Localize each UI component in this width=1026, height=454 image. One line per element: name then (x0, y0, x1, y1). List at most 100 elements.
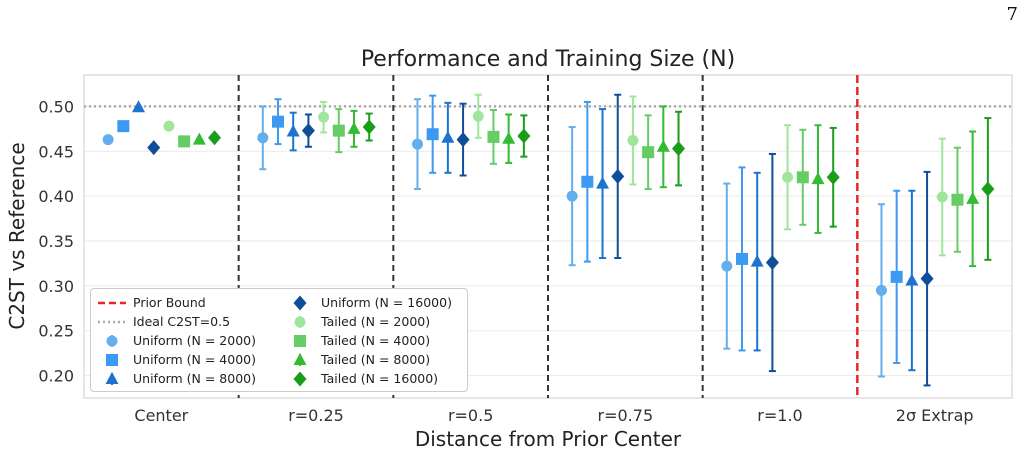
data-point (642, 146, 655, 159)
y-tick-label: 0.25 (38, 322, 74, 341)
x-tick-label: r=1.0 (757, 406, 802, 425)
legend-item-series: Uniform (N = 8000) (97, 369, 285, 388)
data-point (611, 168, 625, 184)
data-point (411, 138, 423, 150)
data-layer (102, 93, 995, 387)
data-point (441, 130, 455, 143)
data-point (301, 123, 315, 139)
legend-marker-shape (293, 371, 307, 386)
legend-item-series: Uniform (N = 2000) (97, 331, 285, 350)
legend-marker-shape (105, 371, 119, 384)
y-tick-label: 0.35 (38, 232, 74, 251)
data-point (905, 273, 919, 286)
legend-item-series: Tailed (N = 4000) (285, 331, 465, 350)
data-point (672, 141, 686, 157)
data-point (566, 190, 578, 202)
data-point (826, 169, 840, 185)
data-point (796, 171, 809, 184)
legend-label: Uniform (N = 16000) (321, 295, 452, 310)
data-point (487, 130, 500, 143)
data-point (147, 140, 161, 156)
legend-label: Ideal C2ST=0.5 (133, 314, 231, 329)
data-point (581, 175, 594, 188)
data-point (208, 130, 222, 146)
data-point (765, 255, 779, 271)
data-point (272, 115, 284, 128)
data-point (426, 128, 439, 141)
data-point (456, 132, 470, 148)
data-point (951, 193, 964, 206)
data-point (163, 120, 175, 132)
data-point (347, 121, 361, 134)
legend-label: Tailed (N = 2000) (321, 314, 431, 329)
legend-swatch-dotted-gray (98, 320, 126, 323)
legend-marker-shape (293, 352, 307, 365)
legend: Prior Bound Ideal C2ST=0.5 Uniform (N = … (90, 288, 468, 392)
page-number: 7 (1006, 4, 1018, 25)
x-tick-label: r=0.75 (598, 406, 654, 425)
x-tick-label: Center (134, 406, 188, 425)
legend-marker-shape (294, 334, 306, 347)
data-point (920, 271, 934, 287)
y-axis-label: C2ST vs Reference (5, 142, 29, 329)
legend-item-series: Tailed (N = 8000) (285, 350, 465, 369)
data-point (782, 171, 794, 183)
data-point (332, 124, 345, 137)
data-point (936, 191, 948, 203)
y-tick-label: 0.45 (38, 142, 74, 161)
legend-marker (293, 371, 307, 386)
data-point (362, 119, 376, 135)
legend-label: Tailed (N = 16000) (321, 371, 439, 386)
legend-item-prior-bound: Prior Bound (97, 293, 285, 312)
legend-marker (293, 295, 307, 310)
data-point (117, 120, 130, 133)
legend-marker (294, 315, 306, 328)
legend-item-ideal: Ideal C2ST=0.5 (97, 312, 285, 331)
legend-marker (105, 371, 119, 385)
legend-item-series: Tailed (N = 16000) (285, 369, 465, 388)
x-axis-label: Distance from Prior Center (415, 427, 682, 451)
data-point (502, 131, 516, 144)
data-point (517, 128, 531, 144)
reference-lines (84, 75, 1012, 398)
legend-label: Uniform (N = 8000) (133, 371, 256, 386)
data-point (811, 172, 825, 185)
data-point (257, 132, 269, 144)
legend-item-series: Uniform (N = 4000) (97, 350, 285, 369)
data-point (736, 252, 748, 265)
legend-marker (106, 353, 118, 366)
data-point (286, 124, 300, 137)
data-point (721, 260, 733, 272)
data-point (178, 135, 191, 148)
data-point (890, 270, 903, 283)
data-point (750, 254, 764, 267)
y-tick-label: 0.30 (38, 277, 74, 296)
y-tick-label: 0.20 (38, 367, 74, 386)
chart-title: Performance and Training Size (N) (361, 47, 735, 72)
x-tick-label: r=0.5 (448, 406, 493, 425)
legend-marker-shape (294, 316, 306, 327)
legend-label: Tailed (N = 8000) (321, 352, 431, 367)
y-tick-label: 0.50 (38, 97, 74, 116)
legend-label: Uniform (N = 4000) (133, 352, 256, 367)
y-tick-label: 0.40 (38, 187, 74, 206)
legend-label: Prior Bound (133, 295, 206, 310)
data-point (656, 139, 670, 152)
legend-swatch-dashed-red (98, 301, 126, 304)
data-point (102, 134, 114, 146)
data-point (472, 110, 484, 122)
legend-marker (106, 334, 118, 347)
axis-layer: 0.20 0.25 0.30 0.35 0.40 0.45 0.50 Center r=0.25… (38, 97, 973, 425)
data-point (875, 284, 887, 296)
x-tick-label: 2σ Extrap (896, 406, 974, 425)
legend-label: Tailed (N = 4000) (321, 333, 431, 348)
data-point (627, 134, 639, 146)
data-point (596, 176, 610, 189)
legend-marker-shape (293, 295, 307, 310)
x-tick-label: r=0.25 (288, 406, 344, 425)
legend-marker-shape (106, 353, 118, 366)
data-point (132, 100, 146, 113)
data-point (192, 132, 206, 145)
legend-label: Uniform (N = 2000) (133, 333, 256, 348)
legend-marker (294, 334, 306, 347)
